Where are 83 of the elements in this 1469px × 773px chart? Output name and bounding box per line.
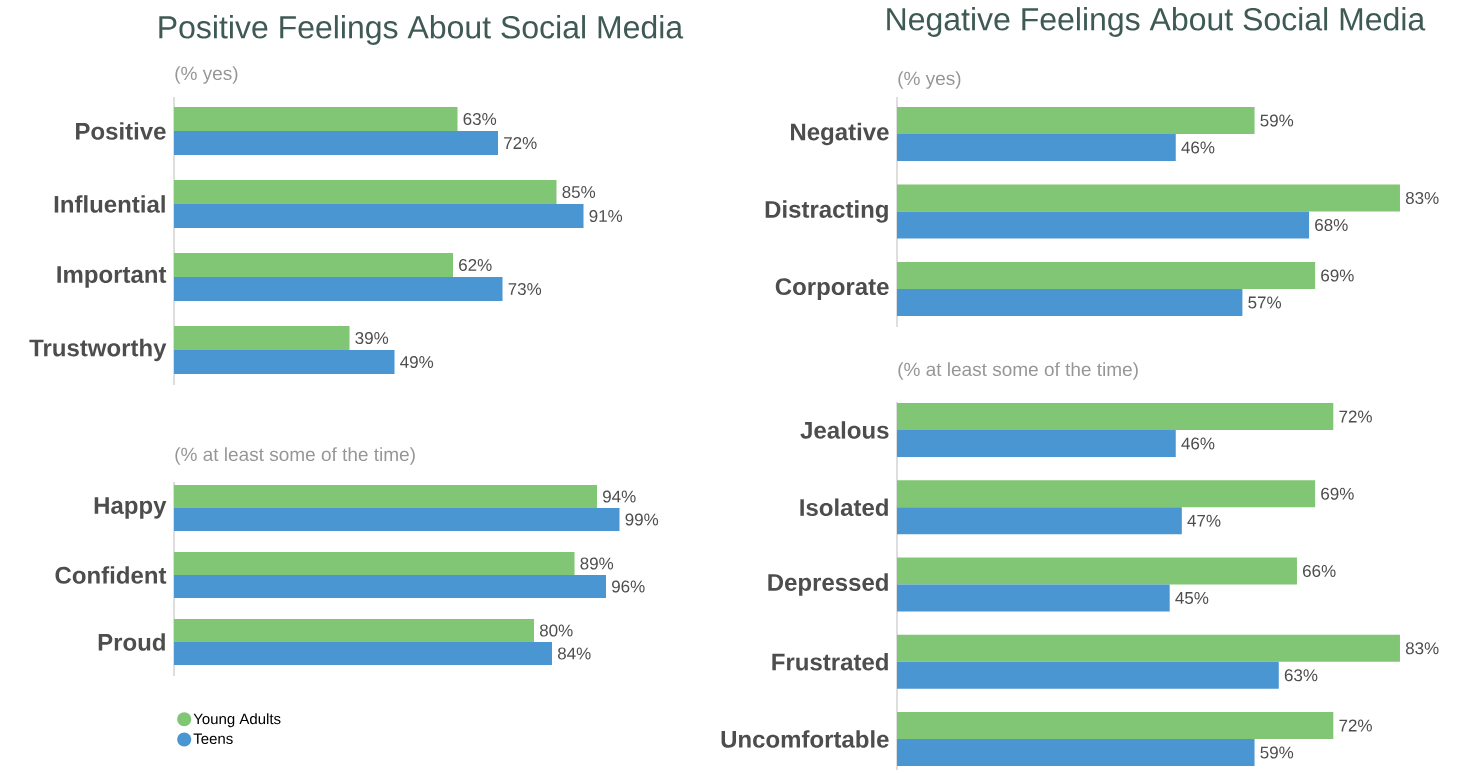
y-tick-label: Uncomfortable bbox=[721, 730, 889, 748]
data-label: 96% bbox=[612, 580, 645, 593]
data-label: 84% bbox=[557, 647, 591, 660]
y-tick-label: Depressed bbox=[768, 573, 888, 596]
data-label: 83% bbox=[1405, 191, 1439, 205]
data-label: 49% bbox=[400, 355, 434, 369]
data-label: 91% bbox=[589, 209, 623, 223]
bar bbox=[897, 634, 1400, 662]
chart-subtitle: (% yes) bbox=[175, 66, 238, 84]
data-label: 66% bbox=[1303, 564, 1336, 578]
chart-subtitle: (% at least some of the time) bbox=[898, 362, 1138, 380]
bar bbox=[897, 211, 1310, 239]
data-label: 57% bbox=[1248, 296, 1282, 309]
y-tick-label: Frustrated bbox=[772, 652, 888, 671]
bar bbox=[174, 485, 598, 509]
y-tick-label: Negative bbox=[791, 122, 889, 146]
data-label: 73% bbox=[508, 282, 542, 296]
legend-label: Teens bbox=[193, 733, 233, 745]
data-label: 63% bbox=[463, 112, 497, 126]
data-label: 69% bbox=[1321, 487, 1354, 500]
data-label: 59% bbox=[1260, 746, 1294, 759]
data-label: 69% bbox=[1321, 269, 1354, 282]
bar bbox=[897, 134, 1176, 161]
bar bbox=[174, 204, 584, 228]
y-tick-label: Distracting bbox=[765, 200, 888, 223]
chart-title: Positive Feelings About Social Media bbox=[159, 15, 684, 45]
data-label: 94% bbox=[603, 490, 636, 503]
bar bbox=[174, 253, 454, 277]
y-tick-label: Jealous bbox=[800, 421, 889, 439]
data-label: 72% bbox=[504, 137, 537, 149]
chart-subtitle: (% at least some of the time) bbox=[175, 447, 415, 465]
data-label: 39% bbox=[355, 331, 389, 345]
bar bbox=[897, 507, 1182, 535]
bar bbox=[897, 289, 1243, 316]
y-tick-label: Important bbox=[57, 266, 167, 288]
bar bbox=[897, 430, 1176, 457]
bar bbox=[897, 184, 1400, 212]
bar bbox=[897, 557, 1297, 585]
bar bbox=[174, 575, 607, 598]
data-label: 46% bbox=[1181, 437, 1215, 450]
bar bbox=[897, 584, 1170, 612]
data-label: 47% bbox=[1187, 514, 1221, 527]
data-label: 72% bbox=[1339, 410, 1372, 423]
bar bbox=[174, 180, 557, 204]
chart-title: Negative Feelings About Social Media bbox=[887, 7, 1426, 37]
bar bbox=[174, 508, 620, 531]
data-label: 72% bbox=[1339, 719, 1372, 732]
data-label: 59% bbox=[1260, 114, 1294, 127]
bar bbox=[897, 739, 1255, 766]
legend-label: Young Adults bbox=[193, 713, 281, 728]
bar bbox=[897, 403, 1334, 430]
bar bbox=[174, 641, 553, 665]
bar bbox=[174, 131, 499, 156]
bar bbox=[897, 107, 1255, 134]
bar bbox=[174, 552, 575, 575]
bar bbox=[174, 619, 535, 642]
data-label: 83% bbox=[1405, 642, 1439, 655]
data-label: 46% bbox=[1181, 141, 1215, 154]
data-label: 85% bbox=[562, 185, 596, 199]
y-tick-label: Proud bbox=[98, 633, 165, 651]
data-label: 99% bbox=[625, 513, 659, 526]
y-tick-label: Happy bbox=[94, 497, 167, 519]
bar bbox=[174, 326, 350, 350]
bar bbox=[897, 661, 1279, 689]
data-label: 62% bbox=[459, 258, 492, 272]
y-tick-label: Corporate bbox=[775, 278, 889, 300]
data-label: 89% bbox=[580, 557, 614, 570]
y-tick-label: Trustworthy bbox=[29, 338, 167, 362]
bar bbox=[897, 712, 1334, 739]
y-tick-label: Positive bbox=[76, 122, 166, 140]
chart-subtitle: (% yes) bbox=[898, 71, 961, 89]
y-tick-label: Influential bbox=[54, 195, 165, 213]
bar bbox=[897, 480, 1316, 508]
data-label: 80% bbox=[539, 624, 573, 637]
data-label: 45% bbox=[1175, 592, 1209, 604]
y-tick-label: Confident bbox=[55, 566, 167, 584]
bar bbox=[174, 350, 395, 374]
data-label: 63% bbox=[1284, 669, 1318, 682]
bar bbox=[174, 277, 503, 301]
data-label: 68% bbox=[1315, 218, 1348, 232]
bar bbox=[174, 107, 458, 131]
y-tick-label: Isolated bbox=[800, 498, 888, 517]
bar bbox=[897, 262, 1316, 289]
